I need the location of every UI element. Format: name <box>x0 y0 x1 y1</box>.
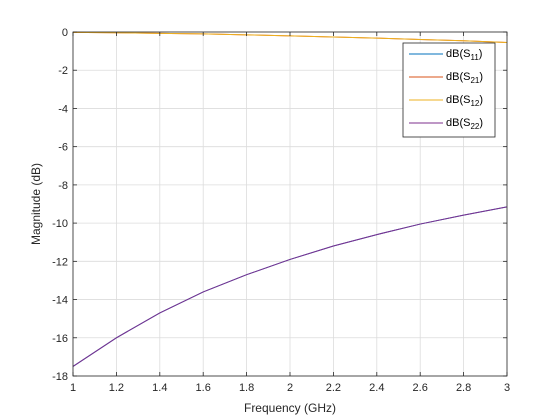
x-tick-label: 1.6 <box>196 382 211 394</box>
tick-labels: 1 1.2 1.4 1.6 1.8 2 2.2 2.4 2.6 2.8 3 0 -2 -4 -6 -8 -10 -… <box>52 27 510 394</box>
x-tick-label: 1.8 <box>239 382 254 394</box>
y-tick-label: -8 <box>58 180 68 192</box>
legend-label-22: dB(S22) <box>446 117 483 131</box>
y-tick-label: -4 <box>58 103 68 115</box>
legend-label-subscript: 21 <box>470 76 479 85</box>
x-tick-label: 2 <box>287 382 293 394</box>
x-tick-label: 1.2 <box>109 382 124 394</box>
y-tick-label: -10 <box>52 218 68 230</box>
y-tick-label: -12 <box>52 256 68 268</box>
ticks <box>72 31 508 377</box>
legend-label-subscript: 22 <box>470 122 479 131</box>
x-tick-label: 2.2 <box>326 382 341 394</box>
series-line-22 <box>72 206 508 367</box>
legend-label-21: dB(S21) <box>446 71 483 85</box>
legend-label-subscript: 12 <box>470 99 479 108</box>
x-axis-title: Frequency (GHz) <box>244 401 336 415</box>
y-axis-title: Magnitude (dB) <box>29 163 43 245</box>
y-tick-label: -2 <box>58 65 68 77</box>
legend-label-end: ) <box>479 71 483 83</box>
legend-label-12: dB(S12) <box>446 94 483 108</box>
legend-label-base: dB(S <box>446 71 470 83</box>
legend-label-end: ) <box>479 94 483 106</box>
y-tick-label: 0 <box>62 27 68 39</box>
x-tick-label: 2.4 <box>369 382 384 394</box>
x-tick-label: 2.8 <box>456 382 471 394</box>
x-tick-label: 3 <box>504 382 510 394</box>
legend-box <box>402 42 496 138</box>
y-tick-label: -18 <box>52 371 68 383</box>
legend-label-end: ) <box>479 117 483 129</box>
x-tick-label: 1 <box>70 382 76 394</box>
y-tick-label: -6 <box>58 142 68 154</box>
x-tick-label: 1.4 <box>152 382 167 394</box>
legend-label-11: dB(S11) <box>446 48 482 62</box>
y-tick-label: -16 <box>52 333 68 345</box>
legend-label-base: dB(S <box>446 117 470 129</box>
legend-label-base: dB(S <box>446 94 470 106</box>
y-tick-label: -14 <box>52 295 68 307</box>
x-tick-label: 2.6 <box>413 382 428 394</box>
legend: dB(S11)dB(S21)dB(S12)dB(S22) <box>402 42 496 138</box>
legend-label-subscript: 11 <box>470 53 479 62</box>
legend-label-base: dB(S <box>446 48 470 60</box>
legend-label-end: ) <box>479 48 483 60</box>
